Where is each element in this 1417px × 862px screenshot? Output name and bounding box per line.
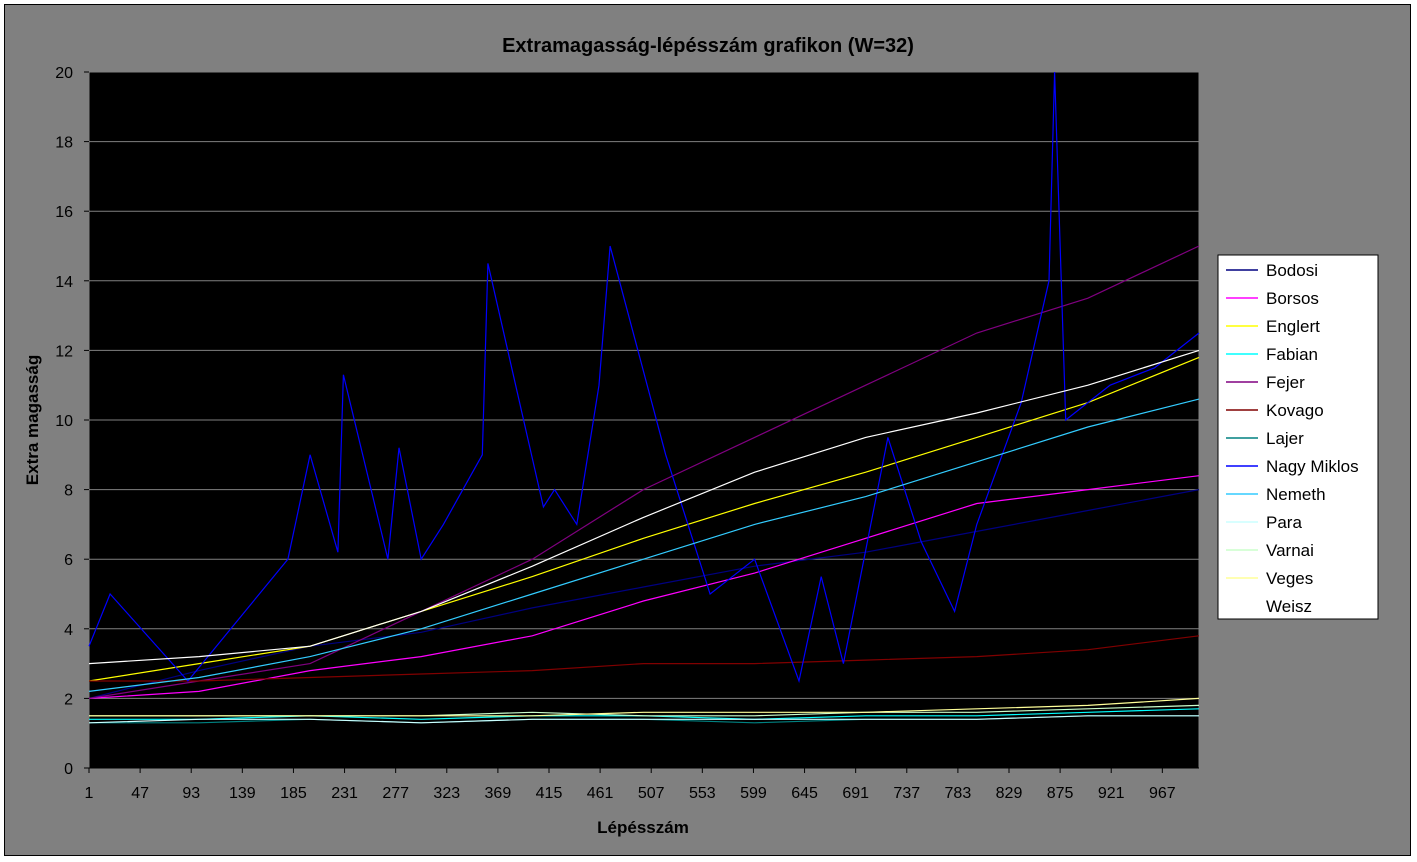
x-tick-label: 645 — [791, 785, 818, 802]
x-tick-label: 93 — [182, 785, 200, 802]
x-axis-title: Lépésszám — [597, 818, 689, 837]
series-line-para — [88, 715, 1199, 724]
x-tick-label: 507 — [638, 785, 665, 802]
legend-label: Borsos — [1266, 289, 1319, 308]
y-axis-title: Extra magasság — [23, 355, 42, 485]
x-tick-label: 415 — [536, 785, 563, 802]
series-line-fejer — [88, 245, 1200, 699]
legend-label: Weisz — [1266, 597, 1312, 616]
x-tick-label: 1 — [85, 785, 94, 802]
x-tick-label: 277 — [382, 785, 409, 802]
legend-label: Lajer — [1266, 429, 1304, 448]
legend-label: Englert — [1266, 317, 1320, 336]
y-tick-label: 14 — [55, 274, 73, 291]
x-tick-label: 921 — [1098, 785, 1125, 802]
y-tick-label: 2 — [64, 691, 73, 708]
series-line-kovago — [89, 635, 1200, 682]
x-tick-label: 599 — [740, 785, 767, 802]
x-tick-label: 323 — [433, 785, 460, 802]
series-line-borsos — [88, 475, 1200, 699]
x-tick-label: 231 — [331, 785, 358, 802]
x-tick-label: 875 — [1047, 785, 1074, 802]
legend-label: Veges — [1266, 569, 1313, 588]
series-line-nemeth — [88, 398, 1200, 692]
legend-box — [1217, 254, 1379, 620]
x-axis: 1 47 93 139 185 231 277 323 369 415 461 507 553 599 64… — [85, 767, 1199, 802]
y-tick-label: 4 — [64, 622, 73, 639]
x-tick-label: 461 — [587, 785, 614, 802]
y-axis: 0 2 4 6 8 10 12 14 16 18 20 — [55, 65, 89, 778]
y-tick-label: 20 — [55, 65, 73, 82]
chart-title: Extramagasság-lépésszám grafikon (W=32) — [502, 35, 914, 57]
legend-label: Nagy Miklos — [1266, 457, 1359, 476]
y-tick-label: 18 — [55, 135, 73, 152]
y-tick-label: 10 — [55, 413, 73, 430]
x-tick-label: 369 — [485, 785, 512, 802]
x-tick-label: 737 — [893, 785, 920, 802]
series-line-englert — [88, 356, 1200, 682]
y-tick-label: 16 — [55, 204, 73, 221]
y-tick-label: 12 — [55, 343, 73, 360]
x-tick-label: 691 — [842, 785, 869, 802]
legend-label: Kovago — [1266, 401, 1324, 420]
legend-label: Fejer — [1266, 373, 1305, 392]
series-line-nagy-miklos — [88, 71, 1200, 684]
x-tick-label: 139 — [229, 785, 256, 802]
legend-label: Para — [1266, 513, 1302, 532]
y-tick-label: 6 — [64, 552, 73, 569]
x-tick-label: 553 — [689, 785, 716, 802]
x-tick-label: 783 — [945, 785, 972, 802]
series-line-bodosi — [88, 489, 1200, 699]
legend-label: Bodosi — [1266, 261, 1318, 280]
y-tick-label: 0 — [64, 761, 73, 778]
legend: Bodosi Borsos Englert Fabian Fejer Kovago Laje… — [1217, 254, 1379, 620]
x-tick-label: 47 — [131, 785, 149, 802]
legend-label: Fabian — [1266, 345, 1318, 364]
series-line-veges — [89, 697, 1200, 717]
series-lines — [88, 71, 1200, 724]
legend-label: Varnai — [1266, 541, 1314, 560]
x-tick-label: 829 — [996, 785, 1023, 802]
legend-label: Nemeth — [1266, 485, 1326, 504]
x-tick-label: 967 — [1149, 785, 1176, 802]
x-tick-label: 185 — [280, 785, 307, 802]
series-line-weisz — [88, 349, 1200, 665]
y-tick-label: 8 — [64, 483, 73, 500]
